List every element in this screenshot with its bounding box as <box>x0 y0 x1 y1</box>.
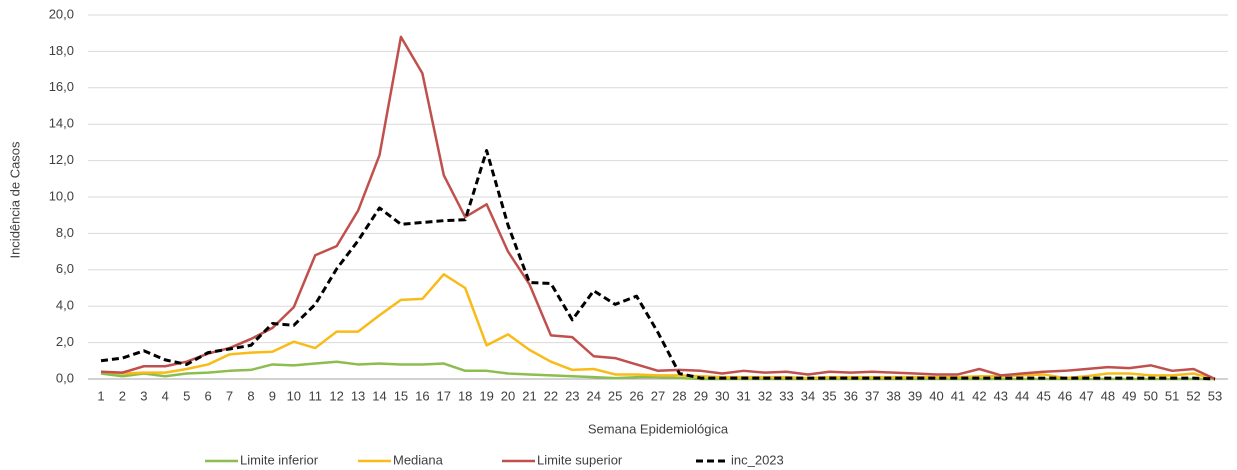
x-tick-label: 50 <box>1143 388 1157 403</box>
legend-label: Limite superior <box>537 452 623 467</box>
x-tick-label: 42 <box>972 388 986 403</box>
x-tick-label: 1 <box>97 388 104 403</box>
x-tick-label: 44 <box>1015 388 1029 403</box>
x-tick-label: 2 <box>119 388 126 403</box>
x-tick-label: 14 <box>372 388 386 403</box>
x-tick-label: 17 <box>437 388 451 403</box>
x-tick-label: 21 <box>522 388 536 403</box>
x-tick-label: 37 <box>865 388 879 403</box>
y-tick-label: 4,0 <box>56 298 74 313</box>
x-tick-label: 47 <box>1079 388 1093 403</box>
x-axis-label: Semana Epidemiológica <box>588 421 729 436</box>
series-line <box>100 35 1216 381</box>
x-tick-label: 4 <box>162 388 169 403</box>
x-tick-label: 3 <box>140 388 147 403</box>
x-tick-label: 12 <box>329 388 343 403</box>
x-tick-label: 33 <box>779 388 793 403</box>
x-tick-label: 19 <box>479 388 493 403</box>
x-tick-label: 7 <box>226 388 233 403</box>
x-tick-label: 11 <box>308 388 322 403</box>
x-tick-label: 41 <box>951 388 965 403</box>
x-tick-label: 13 <box>351 388 365 403</box>
legend-label: inc_2023 <box>731 452 784 467</box>
y-tick-label: 2,0 <box>56 334 74 349</box>
x-tick-label: 49 <box>1122 388 1136 403</box>
y-tick-label: 18,0 <box>49 43 74 58</box>
x-tick-label: 30 <box>715 388 729 403</box>
x-tick-label: 34 <box>801 388 815 403</box>
y-tick-label: 16,0 <box>49 79 74 94</box>
y-tick-label: 8,0 <box>56 225 74 240</box>
x-tick-label: 25 <box>608 388 622 403</box>
y-tick-label: 0,0 <box>56 370 74 385</box>
legend-label: Limite inferior <box>240 452 319 467</box>
x-tick-label: 26 <box>629 388 643 403</box>
x-tick-label: 36 <box>844 388 858 403</box>
legend-label: Mediana <box>393 452 444 467</box>
x-tick-label: 31 <box>736 388 750 403</box>
x-tick-label: 28 <box>672 388 686 403</box>
x-tick-label: 39 <box>908 388 922 403</box>
x-tick-label: 48 <box>1101 388 1115 403</box>
series-line <box>100 273 1216 381</box>
y-tick-label: 10,0 <box>49 188 74 203</box>
x-tick-label: 43 <box>994 388 1008 403</box>
x-tick-label: 5 <box>183 388 190 403</box>
x-tick-label: 46 <box>1058 388 1072 403</box>
y-axis-label: Incidência de Casos <box>7 141 22 259</box>
x-tick-label: 23 <box>565 388 579 403</box>
y-tick-label: 20,0 <box>49 6 74 21</box>
x-tick-label: 16 <box>415 388 429 403</box>
x-tick-label: 8 <box>247 388 254 403</box>
x-tick-label: 45 <box>1036 388 1050 403</box>
y-tick-label: 12,0 <box>49 152 74 167</box>
x-tick-label: 22 <box>544 388 558 403</box>
x-tick-label: 29 <box>694 388 708 403</box>
x-tick-label: 32 <box>758 388 772 403</box>
y-tick-label: 6,0 <box>56 261 74 276</box>
series-line <box>100 149 1216 381</box>
x-tick-label: 27 <box>651 388 665 403</box>
x-tick-label: 38 <box>886 388 900 403</box>
x-tick-label: 52 <box>1186 388 1200 403</box>
x-tick-label: 15 <box>394 388 408 403</box>
x-tick-label: 40 <box>929 388 943 403</box>
x-tick-label: 9 <box>269 388 276 403</box>
x-tick-label: 20 <box>501 388 515 403</box>
x-tick-label: 35 <box>822 388 836 403</box>
x-tick-label: 6 <box>204 388 211 403</box>
x-tick-label: 53 <box>1208 388 1222 403</box>
x-tick-label: 10 <box>287 388 301 403</box>
x-tick-label: 24 <box>586 388 600 403</box>
x-tick-label: 51 <box>1165 388 1179 403</box>
x-tick-label: 18 <box>458 388 472 403</box>
y-tick-label: 14,0 <box>49 116 74 131</box>
